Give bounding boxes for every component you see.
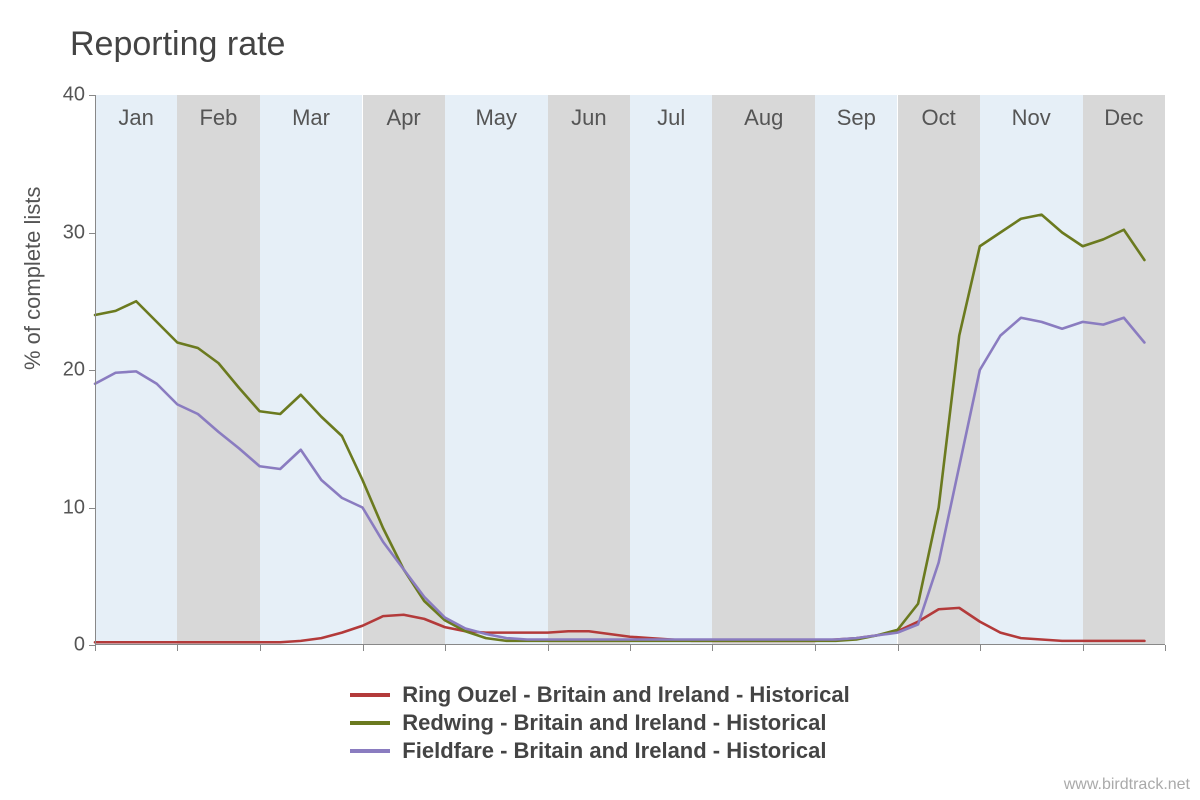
chart-title: Reporting rate xyxy=(70,25,285,64)
attribution-text: www.birdtrack.net xyxy=(1064,776,1190,794)
line-layer xyxy=(95,95,1165,645)
x-tick xyxy=(95,645,96,651)
legend-swatch xyxy=(350,749,390,753)
x-tick xyxy=(898,645,899,651)
series-line-redwing xyxy=(95,215,1144,641)
legend: Ring Ouzel - Britain and Ireland - Histo… xyxy=(0,680,1200,766)
series-line-ring_ouzel xyxy=(95,608,1144,642)
plot-area: JanFebMarAprMayJunJulAugSepOctNovDec xyxy=(95,95,1165,645)
y-tick-label: 20 xyxy=(45,359,85,382)
x-tick xyxy=(1083,645,1084,651)
series-line-fieldfare xyxy=(95,318,1144,640)
y-tick xyxy=(89,645,95,646)
y-tick-label: 0 xyxy=(45,634,85,657)
y-tick xyxy=(89,370,95,371)
chart-container: Reporting rate % of complete lists JanFe… xyxy=(0,0,1200,800)
y-tick xyxy=(89,233,95,234)
x-tick xyxy=(815,645,816,651)
legend-label: Fieldfare - Britain and Ireland - Histor… xyxy=(402,738,826,764)
x-tick xyxy=(445,645,446,651)
x-tick xyxy=(260,645,261,651)
legend-label: Redwing - Britain and Ireland - Historic… xyxy=(402,710,826,736)
legend-item-fieldfare: Fieldfare - Britain and Ireland - Histor… xyxy=(350,738,849,764)
x-tick xyxy=(630,645,631,651)
y-tick-label: 10 xyxy=(45,496,85,519)
x-tick xyxy=(1165,645,1166,651)
y-axis-label: % of complete lists xyxy=(20,187,46,370)
legend-item-ring_ouzel: Ring Ouzel - Britain and Ireland - Histo… xyxy=(350,682,849,708)
legend-item-redwing: Redwing - Britain and Ireland - Historic… xyxy=(350,710,849,736)
y-tick-label: 40 xyxy=(45,84,85,107)
y-tick xyxy=(89,508,95,509)
legend-swatch xyxy=(350,693,390,697)
y-tick xyxy=(89,95,95,96)
y-axis-line xyxy=(95,95,96,645)
y-tick-label: 30 xyxy=(45,221,85,244)
x-tick xyxy=(980,645,981,651)
legend-label: Ring Ouzel - Britain and Ireland - Histo… xyxy=(402,682,849,708)
x-tick xyxy=(177,645,178,651)
x-tick xyxy=(363,645,364,651)
x-tick xyxy=(548,645,549,651)
legend-swatch xyxy=(350,721,390,725)
x-tick xyxy=(712,645,713,651)
